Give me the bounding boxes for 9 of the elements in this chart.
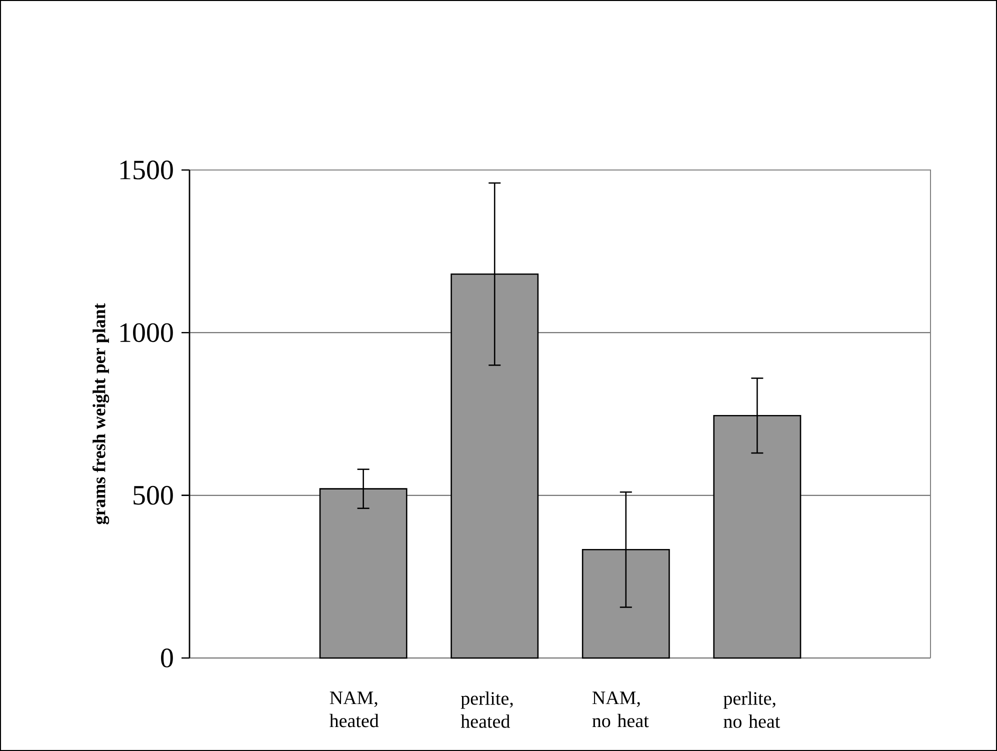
y-tick-label: 500 <box>134 486 173 505</box>
y-tick-label: 0 <box>161 648 173 668</box>
y-tick-label: 1500 <box>120 160 173 180</box>
x-tick-label: NAM, no heat <box>592 692 649 728</box>
y-tick-label: 1000 <box>120 323 173 342</box>
x-tick-label: perlite, no heat <box>724 692 780 728</box>
y-axis-title: grams fresh weight per plant <box>92 303 110 524</box>
x-tick-label: NAM, heated <box>330 692 379 728</box>
x-tick-label: perlite, heated <box>460 692 513 728</box>
